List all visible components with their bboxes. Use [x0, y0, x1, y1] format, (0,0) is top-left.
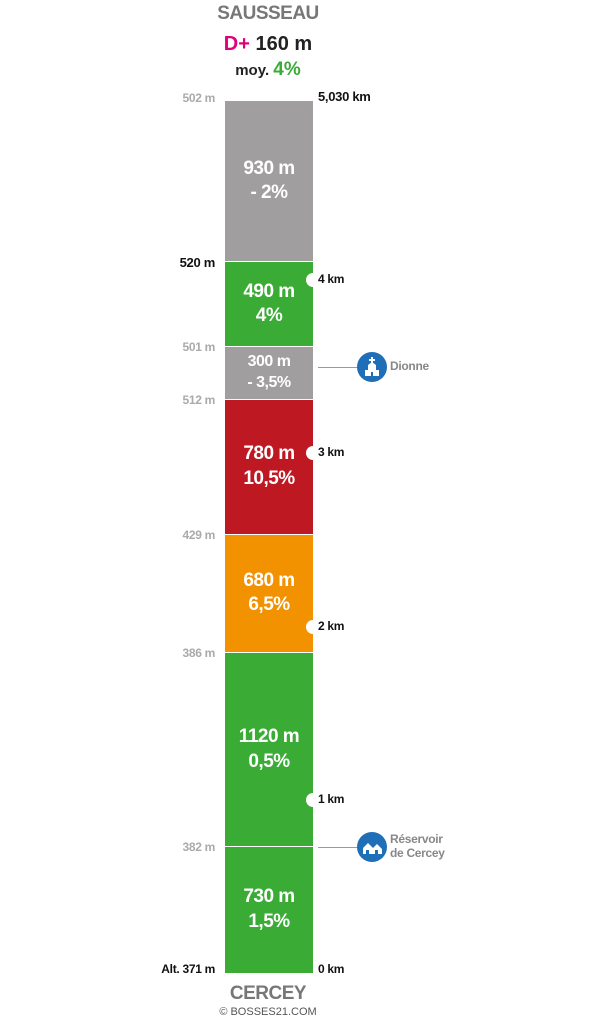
- start-name: CERCEY: [229, 983, 307, 1004]
- summit-name: SAUSSEAU: [217, 3, 319, 24]
- segment-slope: 4%: [255, 305, 283, 327]
- poi-name-line: de Cercey: [390, 846, 445, 861]
- poi-name-line: Réservoir: [390, 832, 443, 847]
- segment-slope: - 2%: [250, 182, 288, 204]
- segment-length: 930 m: [243, 157, 295, 179]
- segment-length: 680 m: [243, 569, 295, 591]
- altitude-label: 386 m: [182, 645, 215, 660]
- segment-length: 730 m: [243, 886, 295, 908]
- km-notch: [306, 272, 320, 287]
- km-label: 4 km: [318, 271, 345, 286]
- km-notch: [306, 793, 320, 808]
- poi-leader-line: [318, 847, 358, 849]
- segment-length: 490 m: [243, 280, 295, 302]
- houses-icon: [357, 832, 387, 863]
- profile-segment: 780 m 10,5%: [225, 399, 313, 535]
- segment-length: 1120 m: [238, 725, 300, 747]
- km-label: 1 km: [318, 792, 345, 807]
- profile-segment: 300 m - 3,5%: [225, 347, 313, 400]
- altitude-label: 502 m: [182, 91, 215, 105]
- poi-leader-line: [318, 366, 358, 368]
- avg-label: moy.: [235, 62, 270, 79]
- poi-name: Réservoir de Cercey: [390, 832, 445, 861]
- altitude-label: 382 m: [182, 840, 215, 855]
- copyright: © BOSSES21.COM: [219, 1006, 317, 1018]
- km-notch: [306, 446, 320, 461]
- segment-slope: - 3,5%: [247, 373, 291, 391]
- km-label: 0 km: [318, 962, 345, 976]
- total-distance: 5,030 km: [318, 89, 371, 104]
- altitude-label: 520 m: [179, 255, 216, 271]
- average-gradient: moy. 4%: [0, 59, 536, 81]
- profile-segment: 930 m - 2%: [225, 101, 313, 263]
- segment-slope: 6,5%: [248, 594, 290, 616]
- profile-segment: 680 m 6,5%: [225, 534, 313, 653]
- avg-value: 4%: [273, 59, 301, 80]
- altitude-label: Alt. 371 m: [161, 962, 215, 976]
- km-label: 2 km: [318, 618, 345, 633]
- poi-name: Dionne: [390, 358, 429, 374]
- dplus-value: 160 m: [255, 33, 313, 55]
- segment-length: 780 m: [243, 443, 295, 465]
- km-label: 3 km: [318, 445, 345, 460]
- segment-length: 300 m: [247, 353, 291, 371]
- km-notch: [306, 619, 320, 634]
- poi-name-line: Dionne: [390, 358, 429, 373]
- altitude-label: 512 m: [182, 392, 215, 407]
- profile-segment: 490 m 4%: [225, 262, 313, 348]
- profile-column: 930 m- 2% 490 m 4% 300 m- 3,5% 780 m 10,5% 680…: [225, 101, 313, 974]
- profile-segment: 730 m 1,5%: [225, 847, 313, 974]
- altitude-label: 429 m: [182, 527, 215, 542]
- segment-slope: 1,5%: [248, 911, 290, 933]
- church-icon: [357, 351, 387, 382]
- segment-slope: 10,5%: [243, 467, 295, 489]
- segment-slope: 0,5%: [248, 750, 290, 772]
- dplus-label: D+: [223, 33, 250, 55]
- elevation-gain: D+ 160 m: [0, 33, 536, 56]
- altitude-label: 501 m: [182, 340, 215, 355]
- profile-segment: 1120 m 0,5%: [225, 652, 313, 848]
